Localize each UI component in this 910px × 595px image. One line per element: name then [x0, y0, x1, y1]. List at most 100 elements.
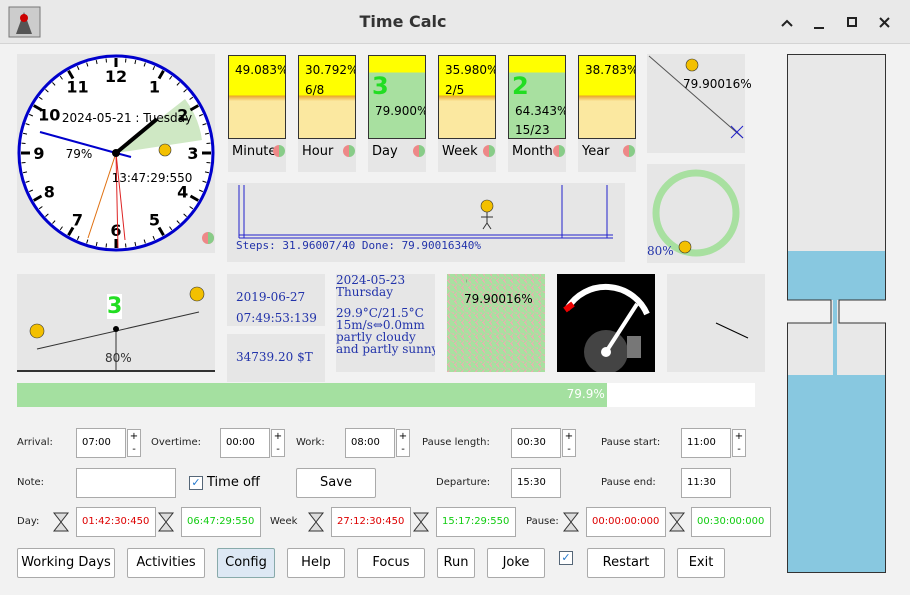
- window-controls[interactable]: [776, 12, 896, 32]
- clock-tick: [152, 235, 156, 240]
- field-label: Work:: [296, 437, 325, 448]
- clock-tick: [189, 206, 194, 210]
- seesaw-number: 3: [107, 294, 123, 319]
- tile-pie: [623, 145, 635, 157]
- progress-track: 79.9%: [17, 383, 755, 407]
- clock-tick: [95, 241, 98, 247]
- text-field[interactable]: [76, 468, 176, 498]
- spinner[interactable]: + -: [271, 429, 285, 457]
- life-widget: 2019-06-27 07:49:53:139: [227, 274, 325, 326]
- clock-tick: [25, 180, 30, 183]
- text-field[interactable]: 00:30: [511, 428, 561, 458]
- seesaw-widget: 3 80%: [17, 274, 215, 372]
- text-field[interactable]: 27:12:30:450: [331, 507, 411, 537]
- spinner[interactable]: + -: [127, 429, 141, 457]
- clock-tick: [38, 206, 43, 210]
- text-field[interactable]: 00:30:00:000: [691, 507, 771, 537]
- walk-widget: Steps: 31.96007/40 Done: 79.90016340%: [227, 183, 625, 262]
- clock-percent: 79%: [66, 147, 93, 161]
- walk-text: Steps: 31.96007/40 Done: 79.90016340%: [236, 239, 482, 252]
- tile-pie: [343, 145, 355, 157]
- clock-tick: [189, 194, 200, 202]
- title-bar: [0, 0, 910, 44]
- clock-tick: [189, 104, 200, 112]
- clock-number: 3: [187, 144, 198, 163]
- hourglass-icon: [668, 512, 686, 532]
- checkbox[interactable]: ✓: [559, 551, 573, 565]
- text-field[interactable]: 11:00: [681, 428, 731, 458]
- noise-percent: 79.90016%: [464, 292, 533, 306]
- weather-line1: partly cloudy: [336, 330, 416, 344]
- tile: 49.083%: [228, 55, 286, 139]
- spinner[interactable]: + -: [732, 429, 746, 457]
- clock-number: 8: [44, 183, 55, 202]
- clock-tick: [45, 213, 49, 217]
- tile-label: Year: [582, 144, 610, 159]
- field-label: Week: [270, 516, 298, 527]
- seesaw-percent: 80%: [105, 351, 132, 365]
- square-percent: 79.90016%: [683, 77, 752, 91]
- clock-tick: [32, 194, 43, 202]
- hourglass-icon: [412, 512, 430, 532]
- clock-tick: [29, 113, 34, 117]
- text-field[interactable]: 07:00: [76, 428, 126, 458]
- checkbox[interactable]: ✓: [189, 476, 203, 490]
- text-field[interactable]: 11:30: [681, 468, 731, 498]
- text-field[interactable]: 00:00: [220, 428, 270, 458]
- text-field[interactable]: 00:00:00:000: [586, 507, 666, 537]
- spinner[interactable]: + -: [396, 429, 410, 457]
- clock-number: 6: [110, 221, 121, 240]
- life-date: 2019-06-27: [236, 290, 306, 304]
- spinner[interactable]: + -: [562, 429, 576, 457]
- clock-number: 1: [149, 77, 160, 96]
- button[interactable]: Run: [437, 548, 475, 578]
- tile-percent: 30.792%: [305, 63, 356, 77]
- tile-number: 3: [372, 72, 389, 100]
- text-field[interactable]: 15:17:29:550: [436, 507, 516, 537]
- clock-tick: [183, 213, 187, 217]
- clock-tick: [86, 239, 89, 244]
- field-label: Pause:: [526, 516, 559, 527]
- tile-fraction: 2/5: [445, 83, 465, 97]
- weather-day: Thursday: [336, 285, 393, 299]
- noise-widget: 79.90016%: [447, 274, 545, 372]
- clock-tick: [143, 239, 146, 244]
- clock-tick: [67, 226, 75, 237]
- button[interactable]: Help: [287, 548, 345, 578]
- field-label: Pause length:: [422, 437, 490, 448]
- text-field[interactable]: 15:30: [511, 468, 561, 498]
- button[interactable]: Exit: [677, 548, 725, 578]
- button[interactable]: Joke: [487, 548, 545, 578]
- text-field[interactable]: 08:00: [345, 428, 395, 458]
- clock-tick: [134, 59, 137, 65]
- save-button[interactable]: Save: [296, 468, 376, 498]
- clock-tick: [25, 123, 30, 126]
- button[interactable]: Focus: [357, 548, 425, 578]
- button[interactable]: Config: [217, 548, 275, 578]
- clock-tick: [204, 132, 210, 135]
- tile-pie: [483, 145, 495, 157]
- life-time: 07:49:53:139: [236, 311, 317, 325]
- button[interactable]: Activities: [127, 548, 205, 578]
- field-label: Day:: [17, 516, 40, 527]
- gauge-widget: [557, 274, 655, 372]
- clock-tick: [32, 104, 43, 112]
- money-text: 34739.20 $T: [236, 350, 313, 364]
- button[interactable]: Working Days: [17, 548, 115, 578]
- weather-date: 2024-05-23: [336, 274, 406, 287]
- clock-tick: [169, 226, 173, 231]
- clock-tick: [198, 113, 203, 117]
- clock-time: 13:47:29:550: [112, 171, 193, 185]
- text-field[interactable]: 01:42:30:450: [76, 507, 156, 537]
- tile-pie: [553, 145, 565, 157]
- button[interactable]: Restart: [587, 548, 665, 578]
- tile-percent: 64.343%: [515, 104, 566, 118]
- text-field[interactable]: 06:47:29:550: [181, 507, 261, 537]
- clock-tick: [76, 235, 80, 240]
- tile-percent: 38.783%: [585, 63, 636, 77]
- clock-tick: [143, 62, 146, 67]
- analog-clock: 12 12 3 45 6 78 9 10 11 2024-05-21 : Tuesday 79%…: [17, 54, 215, 253]
- clock-tick: [176, 82, 180, 86]
- field-label: Departure:: [436, 477, 491, 488]
